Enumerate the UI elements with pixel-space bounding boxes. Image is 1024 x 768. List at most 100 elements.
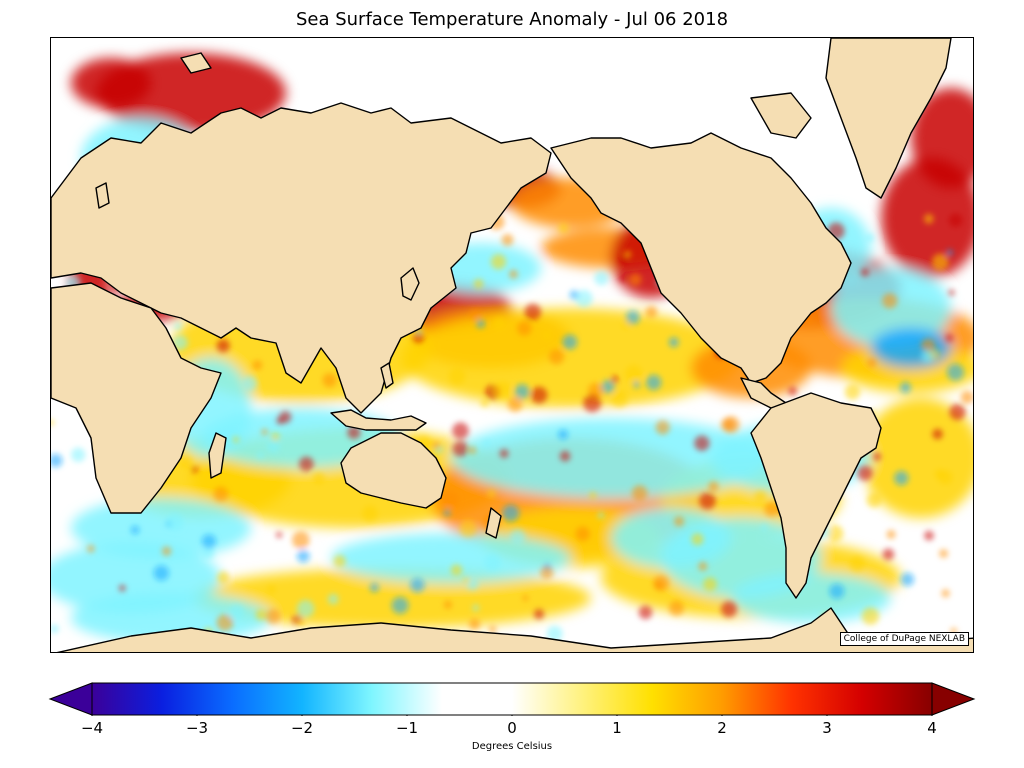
anomaly-speck xyxy=(501,234,514,246)
indonesia-islands xyxy=(330,409,427,431)
anomaly-speck xyxy=(51,453,63,468)
new-zealand-island xyxy=(485,507,502,539)
anomaly-speck xyxy=(575,289,593,307)
anomaly-speck xyxy=(721,601,737,618)
south-america-landmass xyxy=(750,392,882,599)
anomaly-speck xyxy=(938,470,953,485)
anomaly-speck xyxy=(510,529,526,545)
anomaly-speck xyxy=(174,322,182,331)
landmasses xyxy=(51,38,973,652)
anomaly-speck xyxy=(960,390,973,404)
anomaly-speck xyxy=(476,319,486,329)
anomaly-speck xyxy=(130,525,140,535)
anomaly-speck xyxy=(292,531,310,549)
anomaly-speck xyxy=(674,516,685,527)
anomaly-speck xyxy=(271,432,280,442)
anomaly-speck xyxy=(867,358,877,368)
philippines-islands xyxy=(380,362,394,389)
anomaly-speck xyxy=(611,391,628,408)
anomaly-speck xyxy=(655,420,670,435)
anomaly-speck xyxy=(941,589,950,598)
anomaly-speck xyxy=(533,609,545,620)
anomaly-speck xyxy=(923,213,934,224)
anomaly-speck xyxy=(948,289,955,296)
australia-landmass xyxy=(340,432,447,509)
colorbar-tick-label: −2 xyxy=(290,719,314,737)
anomaly-speck xyxy=(882,548,895,561)
anomaly-patch xyxy=(871,328,951,368)
anomaly-speck xyxy=(618,255,629,265)
credit-label: College of DuPage NEXLAB xyxy=(839,632,969,646)
anomaly-speck xyxy=(558,223,569,234)
anomaly-speck xyxy=(201,545,215,559)
anomaly-speck xyxy=(886,529,896,539)
anomaly-speck xyxy=(191,465,199,473)
anomaly-speck xyxy=(267,440,280,453)
colorbar-max-arrow xyxy=(931,682,976,716)
colorbar xyxy=(48,682,976,716)
anomaly-speck xyxy=(559,450,571,462)
anomaly-speck xyxy=(229,604,245,620)
anomaly-speck xyxy=(622,320,631,329)
anomaly-speck xyxy=(548,349,565,365)
anomaly-speck xyxy=(583,394,602,413)
chart-title: Sea Surface Temperature Anomaly - Jul 06… xyxy=(295,9,729,30)
madagascar-island xyxy=(208,432,227,479)
anomaly-speck xyxy=(646,374,662,391)
anomaly-speck xyxy=(546,625,563,642)
anomaly-speck xyxy=(296,599,315,618)
anomaly-speck xyxy=(261,428,268,435)
anomaly-speck xyxy=(256,451,265,460)
anomaly-speck xyxy=(450,564,463,576)
colorbar-tick-label: 3 xyxy=(822,719,832,737)
anomaly-speck xyxy=(668,600,684,616)
anomaly-speck xyxy=(87,545,95,553)
anomaly-speck xyxy=(216,614,234,631)
anomaly-speck xyxy=(764,501,780,517)
anomaly-speck xyxy=(631,485,648,501)
anomaly-speck xyxy=(939,549,948,558)
japan-islands xyxy=(400,267,420,301)
anomaly-speck xyxy=(594,271,609,286)
anomaly-speck xyxy=(242,375,258,391)
anomaly-speck xyxy=(443,600,452,609)
map-canvas xyxy=(51,38,973,652)
anomaly-speck xyxy=(459,519,477,537)
anomaly-patch xyxy=(861,398,973,518)
anomaly-speck xyxy=(442,491,459,508)
anomaly-speck xyxy=(180,455,193,469)
anomaly-speck xyxy=(312,472,325,485)
anomaly-speck xyxy=(668,337,679,348)
greenland-landmass xyxy=(825,38,952,199)
anomaly-speck xyxy=(369,583,379,593)
anomaly-speck xyxy=(443,508,451,516)
anomaly-speck xyxy=(894,470,909,486)
anomaly-speck xyxy=(255,609,267,621)
svalbard-islands xyxy=(180,52,212,74)
anomaly-speck xyxy=(691,533,704,546)
anomaly-speck xyxy=(947,363,964,381)
anomaly-patch xyxy=(331,533,571,583)
anomaly-speck xyxy=(162,546,172,556)
anomaly-patch xyxy=(71,58,151,108)
anomaly-speck xyxy=(645,306,658,318)
anomaly-speck xyxy=(483,439,491,447)
anomaly-speck xyxy=(327,593,339,605)
anomaly-speck xyxy=(760,523,769,532)
anomaly-speck xyxy=(708,481,719,492)
anomaly-speck xyxy=(173,335,188,351)
uk-islands xyxy=(95,182,110,209)
anomaly-patch xyxy=(71,593,271,643)
anomaly-speck xyxy=(452,422,469,440)
anomaly-speck xyxy=(493,381,512,399)
anomaly-speck xyxy=(51,419,55,426)
anomaly-speck xyxy=(861,607,880,625)
anomaly-speck xyxy=(826,524,844,542)
anomaly-speck xyxy=(587,382,604,399)
anomaly-patch xyxy=(911,88,973,188)
colorbar-tick-label: −1 xyxy=(395,719,419,737)
anomaly-speck xyxy=(597,512,605,519)
anomaly-speck xyxy=(788,386,797,396)
anomaly-speck xyxy=(654,581,663,589)
anomaly-speck xyxy=(473,278,484,289)
